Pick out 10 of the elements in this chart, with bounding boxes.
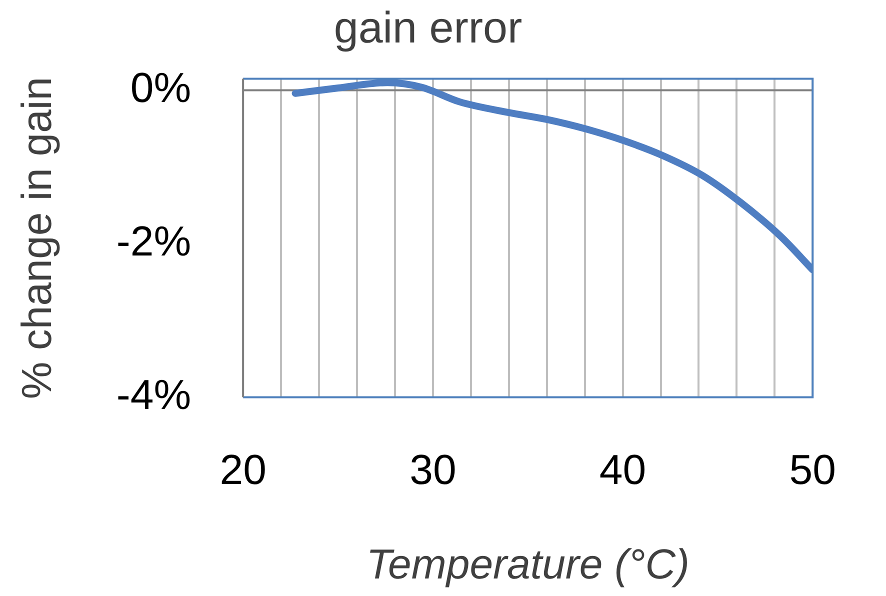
x-tick-label: 50 — [789, 446, 836, 493]
y-axis-title: % change in gain — [12, 76, 60, 400]
x-tick-label: 30 — [410, 446, 456, 493]
chart-title: gain error — [334, 4, 522, 53]
y-tick-label: 0% — [130, 64, 192, 111]
y-tick-label: -4% — [116, 370, 192, 418]
x-axis-title: Temperature (°C) — [366, 540, 690, 588]
x-tick-label: 20 — [220, 446, 266, 493]
x-tick-label: 40 — [599, 446, 646, 493]
y-tick-label: -2% — [116, 217, 192, 264]
